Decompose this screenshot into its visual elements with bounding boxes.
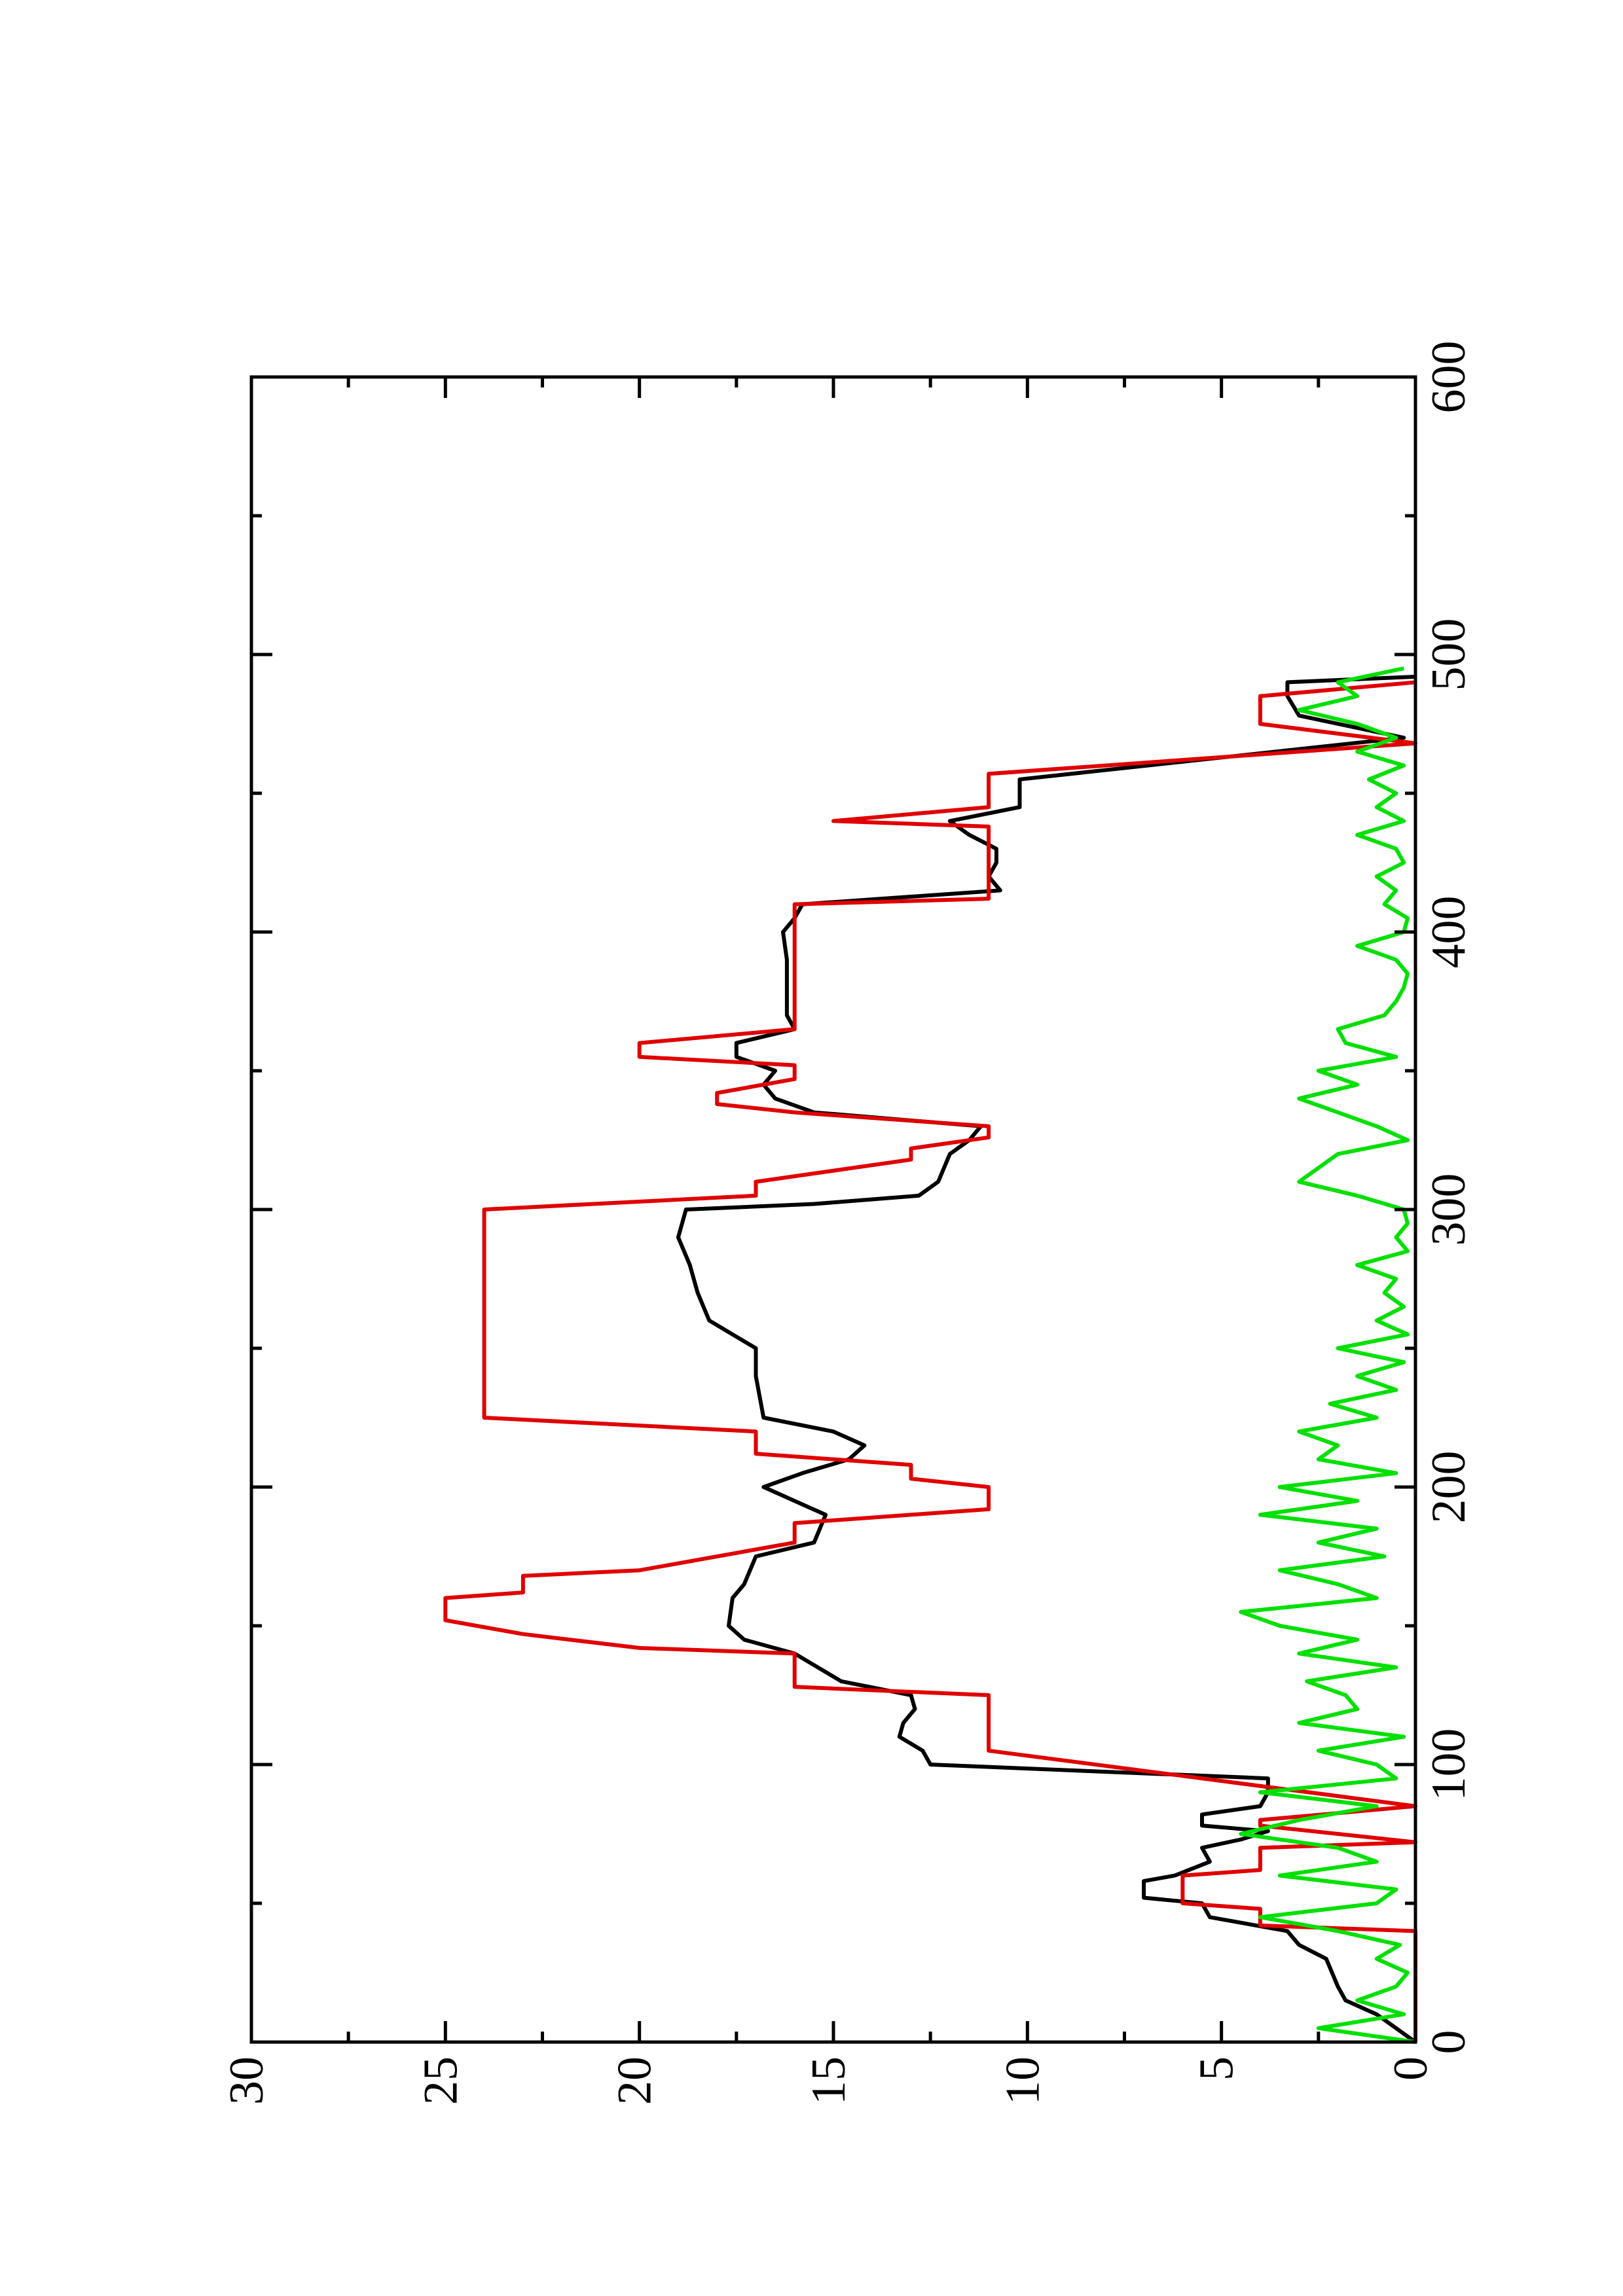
y-tick-label: 5 bbox=[1190, 2056, 1244, 2081]
x-tick-label: 400 bbox=[1422, 896, 1476, 969]
y-tick-label: 10 bbox=[996, 2056, 1049, 2105]
series-line bbox=[443, 680, 1417, 2042]
y-tick-label: 0 bbox=[1384, 2056, 1438, 2081]
x-tick-label: 600 bbox=[1422, 341, 1476, 414]
x-tick-label: 300 bbox=[1422, 1174, 1476, 1246]
series-line bbox=[676, 674, 1417, 2044]
y-tick-label: 15 bbox=[802, 2056, 856, 2105]
x-tick-label: 500 bbox=[1422, 619, 1476, 691]
series-line bbox=[1239, 666, 1416, 2044]
x-tick-label: 100 bbox=[1422, 1729, 1476, 1801]
y-tick-label: 30 bbox=[220, 2056, 274, 2105]
y-tick-label: 25 bbox=[414, 2056, 467, 2105]
x-tick-label: 0 bbox=[1422, 2030, 1476, 2054]
x-tick-label: 200 bbox=[1422, 1451, 1476, 1524]
chart: 0 100 200 300 400 500 600 0 5 10 15 20 25 30 bbox=[220, 341, 1476, 2106]
y-tick-label: 20 bbox=[608, 2056, 662, 2105]
